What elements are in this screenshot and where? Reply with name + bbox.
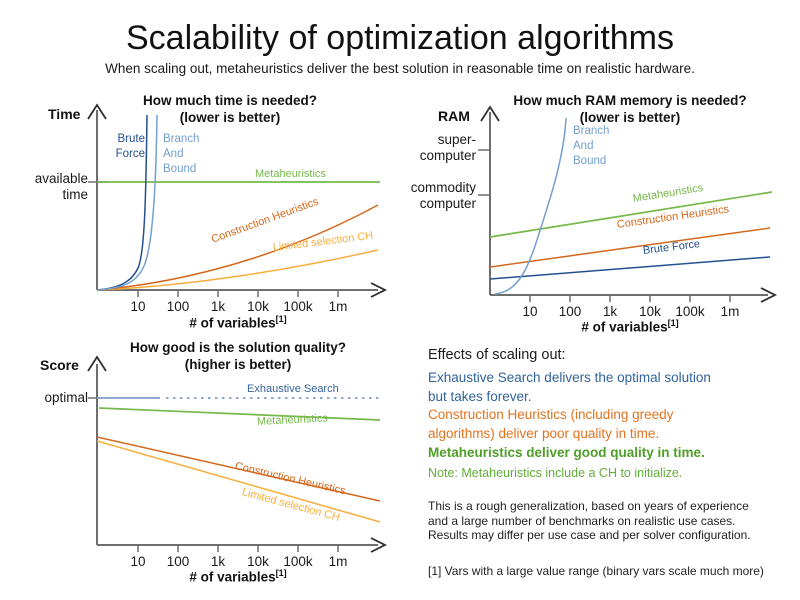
ram-commodity-computer-label: commodity computer: [410, 180, 476, 211]
x-tick: 1k: [210, 299, 226, 314]
ram-metaheuristics-line: [489, 191, 773, 238]
x-tick: 10k: [247, 299, 269, 314]
quality-x-tick-marks: [137, 545, 339, 552]
x-axis-label-text: # of variables: [581, 319, 668, 335]
time-x-tick-labels: 10 100 1k 10k 100k 1m: [118, 299, 358, 314]
chart-quality-title: How good is the solution quality? (highe…: [68, 340, 408, 373]
chart-ram-title-line2: (lower is better): [579, 109, 681, 125]
x-tick: 10k: [247, 554, 269, 569]
x-tick: 10: [130, 299, 146, 314]
x-axis-footnote-marker: [1]: [667, 318, 679, 328]
ram-x-axis-arrow-icon: [760, 287, 778, 303]
time-branch-and-bound-line: [96, 114, 158, 291]
time-y-axis-label: Time: [48, 106, 81, 122]
quality-x-tick-labels: 10 100 1k 10k 100k 1m: [118, 554, 358, 569]
x-tick: 100k: [283, 554, 313, 569]
ram-branch-and-bound-label: Branch And Bound: [573, 125, 610, 167]
time-limited-selection-ch-line: [96, 249, 379, 291]
page-title: Scalability of optimization algorithms: [125, 19, 675, 57]
chart-time-title-line2: (lower is better): [179, 109, 281, 125]
effects-metaheuristics-text: Metaheuristics deliver good quality in t…: [428, 445, 705, 460]
time-available-time-label: available time: [34, 171, 88, 202]
time-chart-svg: [87, 103, 388, 298]
x-tick: 100: [166, 299, 190, 314]
chart-quality-title-line1: How good is the solution quality?: [130, 340, 346, 355]
page-subtitle: When scaling out, metaheuristics deliver…: [105, 61, 695, 76]
chart-quality-title-line2: (higher is better): [184, 356, 292, 372]
x-tick: 1m: [328, 554, 348, 569]
quality-optimal-label: optimal: [44, 390, 88, 405]
x-tick: 10k: [639, 304, 661, 319]
x-tick: 100k: [283, 299, 313, 314]
x-tick: 1k: [602, 304, 618, 319]
effects-construction-heuristics-text: Construction Heuristics (including greed…: [428, 407, 674, 441]
effects-note-text: Note: Metaheuristics include a CH to ini…: [428, 466, 683, 480]
ram-x-tick-marks: [529, 295, 731, 302]
quality-chart-svg: [87, 355, 388, 553]
quality-metaheuristics-line: [98, 407, 381, 421]
x-tick: 100: [558, 304, 582, 319]
time-x-tick-marks: [137, 290, 339, 297]
ram-chart-svg: [478, 105, 778, 303]
chart-time-needed: How much time is needed? (lower is bette…: [30, 90, 390, 340]
quality-construction-heuristics-line: [96, 436, 381, 502]
ram-branch-and-bound-line: [494, 117, 567, 295]
x-axis-label-text: # of variables: [189, 315, 276, 331]
ram-y-axis-label: RAM: [438, 108, 470, 124]
time-branch-and-bound-label: Branch And Bound: [163, 133, 200, 175]
time-metaheuristics-label: Metaheuristics: [255, 168, 326, 180]
x-tick: 10: [522, 304, 538, 319]
chart-ram-title: How much RAM memory is needed? (lower is…: [455, 93, 800, 126]
quality-x-axis-label: # of variables[1]: [98, 568, 378, 585]
quality-exhaustive-search-label: Exhaustive Search: [247, 383, 339, 395]
x-tick: 1k: [210, 554, 226, 569]
x-tick: 100k: [675, 304, 705, 319]
ram-construction-heuristics-line: [489, 227, 771, 268]
ram-brute-force-line: [489, 256, 771, 280]
ram-x-axis-label: # of variables[1]: [490, 318, 770, 335]
time-x-axis-label: # of variables[1]: [98, 314, 378, 331]
time-y-axis-arrow-icon: [87, 103, 107, 120]
chart-time-title-line1: How much time is needed?: [142, 93, 318, 108]
quality-y-axis-arrow-icon: [87, 355, 107, 372]
time-construction-heuristics-line: [96, 204, 379, 291]
chart-time-title: How much time is needed? (lower is bette…: [60, 93, 400, 126]
x-axis-footnote-marker: [1]: [275, 568, 287, 578]
disclaimer-text: This is a rough generalization, based on…: [428, 499, 751, 542]
x-tick: 100: [166, 554, 190, 569]
x-axis-label-text: # of variables: [189, 569, 276, 585]
quality-y-axis-label: Score: [40, 357, 79, 373]
chart-ram-title-line1: How much RAM memory is needed?: [513, 93, 747, 108]
effects-heading: Effects of scaling out:: [428, 347, 566, 363]
footnote-text: [1] Vars with a large value range (binar…: [428, 564, 764, 578]
quality-limited-selection-ch-line: [96, 440, 381, 523]
x-tick: 1m: [720, 304, 740, 319]
x-tick: 1m: [328, 299, 348, 314]
ram-super-computer-label: super- computer: [419, 132, 476, 163]
chart-ram-needed: How much RAM memory is needed? (lower is…: [400, 90, 790, 340]
quality-x-axis-arrow-icon: [370, 537, 388, 553]
time-x-axis-arrow-icon: [370, 282, 388, 298]
time-brute-force-label: Brute Force: [115, 133, 145, 160]
effects-exhaustive-search-text: Exhaustive Search delivers the optimal s…: [428, 370, 711, 404]
time-brute-force-line: [96, 114, 148, 291]
ram-y-axis-arrow-icon: [480, 105, 500, 122]
x-axis-footnote-marker: [1]: [275, 314, 287, 324]
x-tick: 10: [130, 554, 146, 569]
ram-x-tick-labels: 10 100 1k 10k 100k 1m: [510, 304, 750, 319]
chart-solution-quality: How good is the solution quality? (highe…: [30, 340, 390, 590]
